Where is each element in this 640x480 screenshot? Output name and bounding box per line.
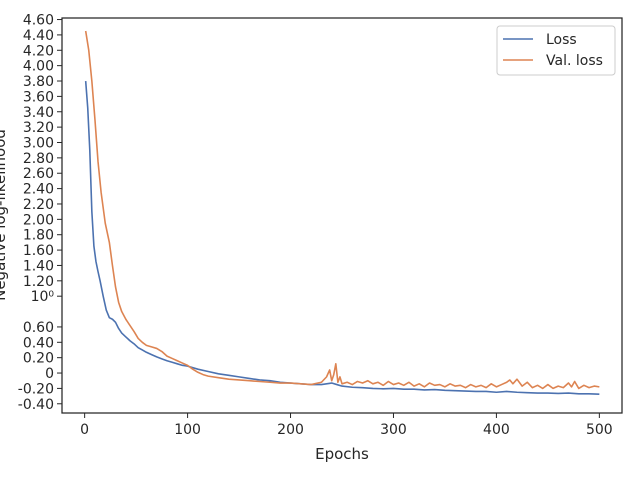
- axes-frame: [61, 17, 623, 414]
- series-line-val-loss: [84, 30, 600, 390]
- x-tick-label: 500: [586, 422, 613, 438]
- y-tick-label: 3.80: [23, 74, 54, 90]
- y-tick-label: 3.60: [23, 89, 54, 105]
- y-tick-label: 2.00: [23, 212, 54, 228]
- y-tick-label: 4.00: [23, 59, 54, 75]
- x-tick-label: 300: [380, 422, 407, 438]
- y-tick-label: 2.20: [23, 197, 54, 213]
- x-tick-label: 400: [483, 422, 510, 438]
- x-tick-label: 100: [174, 422, 201, 438]
- y-tick-label: 0.60: [23, 320, 54, 336]
- series-line-loss: [84, 80, 600, 395]
- y-tick-label: 2.80: [23, 151, 54, 167]
- series-lines: [84, 30, 600, 395]
- y-tick-label: 4.40: [23, 28, 54, 44]
- y-tick-label: 0.40: [23, 335, 54, 351]
- y-tick-label: 3.20: [23, 120, 54, 136]
- y-tick-label: 1.40: [23, 258, 54, 274]
- x-tick-label: 200: [277, 422, 304, 438]
- y-tick-label: 1.20: [23, 274, 54, 290]
- y-tick-label: -0.20: [18, 381, 54, 397]
- legend-label-val-loss: Val. loss: [546, 53, 603, 69]
- x-axis-label: Epochs: [315, 445, 369, 463]
- y-tick-label: 0.20: [23, 351, 54, 367]
- y-tick-label: 10⁰: [31, 289, 55, 305]
- y-tick-label: 1.60: [23, 243, 54, 259]
- y-tick-label: 4.20: [23, 43, 54, 59]
- y-axis-label: Negative log-likelihood: [0, 129, 9, 301]
- y-tick-label: 1.80: [23, 228, 54, 244]
- y-tick-label: 4.60: [23, 13, 54, 29]
- y-tick-label: 3.40: [23, 105, 54, 121]
- y-tick-label: 0: [45, 366, 54, 382]
- x-tick-label: 0: [80, 422, 89, 438]
- legend-label-loss: Loss: [546, 32, 577, 48]
- y-axis-ticks: 4.604.404.204.003.803.603.403.203.002.80…: [18, 13, 62, 413]
- y-tick-label: 2.60: [23, 166, 54, 182]
- x-axis-ticks: 0 100 200 300 400 500: [80, 413, 613, 438]
- y-tick-label: 3.00: [23, 135, 54, 151]
- y-tick-label: -0.40: [18, 397, 54, 413]
- legend: Loss Val. loss: [496, 25, 616, 76]
- y-tick-label: 2.40: [23, 182, 54, 198]
